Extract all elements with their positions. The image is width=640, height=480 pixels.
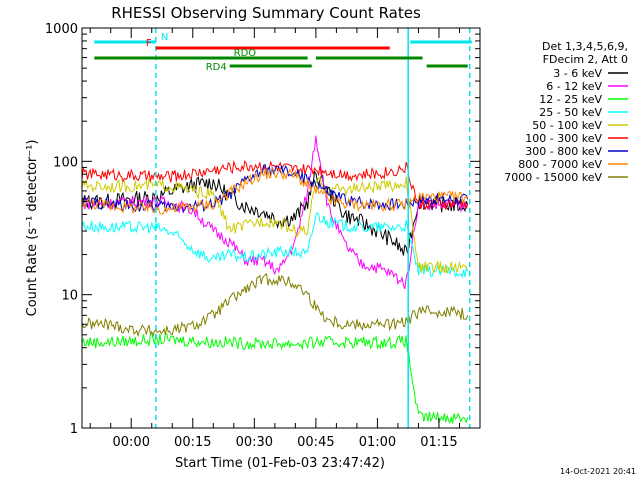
y-tick-label: 1000: [45, 22, 78, 37]
legend-label-1: 3 - 6 keV: [553, 67, 602, 80]
footer-date: 14-Oct-2021 20:41: [560, 467, 636, 476]
chart-title: RHESSI Observing Summary Count Rates: [111, 4, 421, 22]
series-line-4: [81, 211, 469, 279]
legend-label-9: 7000 - 15000 keV: [504, 171, 602, 184]
flag-label-RDO: RDO: [234, 48, 257, 59]
flag-label-N: N: [161, 32, 168, 43]
axes-layer: 1 10 100 1000 00:00 00:15 00:30 00:45 01:00 01:15: [45, 22, 481, 450]
y-tick-label: 100: [53, 155, 78, 170]
y-axis-label: Count Rate (s⁻¹ detector⁻¹): [25, 140, 40, 317]
legend-label-6: 100 - 300 keV: [525, 132, 602, 145]
x-tick-label: 01:15: [420, 435, 457, 450]
series-line-6: [81, 159, 469, 211]
x-tick-label: 00:00: [113, 435, 150, 450]
legend-header-line-2: FDecim 2, Att 0: [543, 53, 628, 66]
x-tick-label: 00:30: [236, 435, 273, 450]
plot-frame: [81, 27, 481, 429]
series-line-2: [81, 135, 468, 290]
series-layer: [81, 135, 469, 424]
legend-header-line-1: Det 1,3,4,5,6,9,: [542, 40, 628, 53]
x-tick-label: 00:45: [297, 435, 334, 450]
legend-label-5: 50 - 100 keV: [532, 119, 602, 132]
series-line-9: [81, 273, 469, 338]
flag-label-RD4: RD4: [206, 62, 227, 73]
series-line-5: [81, 176, 468, 275]
series-line-3: [81, 333, 469, 424]
legend-label-2: 6 - 12 keV: [546, 80, 602, 93]
legend-label-7: 300 - 800 keV: [525, 145, 602, 158]
legend-label-3: 12 - 25 keV: [539, 93, 602, 106]
x-tick-label: 00:15: [174, 435, 211, 450]
series-line-8: [81, 167, 468, 215]
x-axis-label: Start Time (01-Feb-03 23:47:42): [175, 456, 385, 471]
flag-label-F: F: [146, 38, 152, 49]
legend-label-8: 800 - 7000 keV: [518, 158, 602, 171]
y-tick-label: 10: [61, 289, 78, 304]
x-tick-label: 01:00: [359, 435, 396, 450]
y-tick-label: 1: [70, 422, 78, 437]
flag-layer: NF RDO RD4: [94, 28, 472, 428]
legend-label-4: 25 - 50 keV: [539, 106, 602, 119]
series-line-1: [81, 170, 469, 256]
